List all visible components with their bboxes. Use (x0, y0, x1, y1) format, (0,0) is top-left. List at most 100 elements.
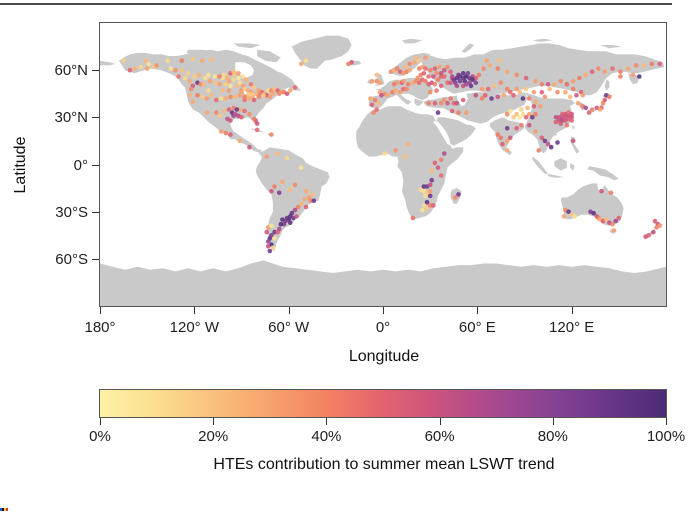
data-point (270, 91, 276, 97)
data-point (420, 207, 425, 213)
data-point (520, 111, 526, 117)
data-point (449, 74, 455, 79)
data-point (426, 100, 431, 106)
data-point (438, 100, 444, 106)
data-point (236, 75, 241, 81)
data-point (479, 96, 485, 101)
x-axis-tick (477, 307, 479, 314)
data-point (504, 138, 510, 144)
data-point (517, 89, 523, 95)
data-point (303, 188, 309, 194)
data-point (209, 93, 214, 98)
data-point (580, 93, 585, 98)
data-point (514, 86, 519, 92)
artifact-pixel (2, 508, 4, 511)
data-point (369, 102, 375, 108)
colorbar-tick-label: 20% (198, 428, 229, 445)
data-point (442, 74, 447, 79)
data-point (393, 148, 398, 153)
data-point (575, 100, 581, 106)
colorbar (99, 389, 667, 418)
data-point (449, 108, 455, 114)
data-point (514, 72, 519, 78)
land-polygon (233, 43, 261, 49)
data-point (448, 96, 453, 101)
data-point (473, 93, 479, 98)
data-point (239, 89, 244, 95)
data-point (311, 198, 317, 203)
data-point (225, 116, 230, 122)
x-axis-tick (194, 307, 196, 314)
data-point (421, 71, 427, 76)
data-point (144, 66, 150, 71)
data-point (251, 97, 257, 103)
data-point (504, 148, 510, 153)
data-point (533, 111, 538, 117)
data-point (481, 66, 486, 71)
colorbar-tick-label: 40% (311, 428, 342, 445)
data-point (421, 203, 427, 208)
y-axis-tick-label: 30°N (54, 109, 88, 127)
data-point (376, 100, 381, 106)
data-point (416, 80, 422, 85)
data-point (569, 111, 574, 117)
inland-water (433, 120, 451, 146)
land-polygon (570, 136, 580, 154)
data-point (284, 155, 290, 161)
data-point (247, 144, 252, 150)
data-point (168, 66, 174, 71)
data-point (570, 78, 576, 84)
data-point (523, 115, 529, 120)
data-point (536, 148, 541, 153)
land-polygon (257, 49, 281, 63)
data-point (511, 115, 516, 120)
data-point (445, 100, 450, 106)
data-point (604, 217, 609, 222)
data-point (618, 74, 623, 79)
data-point (566, 209, 571, 214)
data-point (523, 75, 529, 81)
data-point (261, 93, 266, 98)
data-point (240, 74, 246, 79)
data-point (398, 89, 403, 95)
top-divider-line (0, 3, 672, 5)
data-point (377, 80, 383, 85)
y-axis-tick-label: 0° (73, 156, 88, 174)
data-point (424, 199, 430, 205)
data-point (225, 75, 230, 81)
land-polygon (587, 166, 619, 181)
data-point (267, 248, 273, 254)
data-point (657, 61, 662, 67)
data-point (460, 97, 466, 103)
data-point (531, 89, 537, 95)
colorbar-tick (552, 418, 554, 425)
data-point (531, 104, 537, 109)
data-point (272, 184, 277, 189)
data-point (542, 94, 548, 100)
data-point (555, 89, 560, 95)
data-point (442, 151, 447, 156)
data-point (243, 77, 249, 82)
x-axis-title: Longitude (348, 348, 420, 365)
data-point (457, 78, 463, 84)
data-point (188, 86, 194, 92)
data-point (533, 99, 538, 104)
data-point (221, 72, 227, 78)
data-point (405, 141, 411, 147)
data-point (495, 94, 501, 100)
data-point (374, 72, 380, 78)
data-point (154, 63, 159, 68)
data-point (371, 110, 376, 115)
data-point (402, 154, 408, 159)
data-point (209, 56, 214, 62)
data-point (435, 110, 441, 115)
data-point (265, 244, 271, 249)
data-point (281, 221, 287, 227)
data-point (368, 96, 373, 101)
artifact-pixel (0, 508, 2, 511)
y-axis-tick-label: 30°S (55, 203, 88, 221)
map-plot-area (99, 22, 667, 307)
data-point (298, 201, 304, 207)
data-point (385, 93, 391, 98)
y-axis-tick (92, 211, 99, 213)
